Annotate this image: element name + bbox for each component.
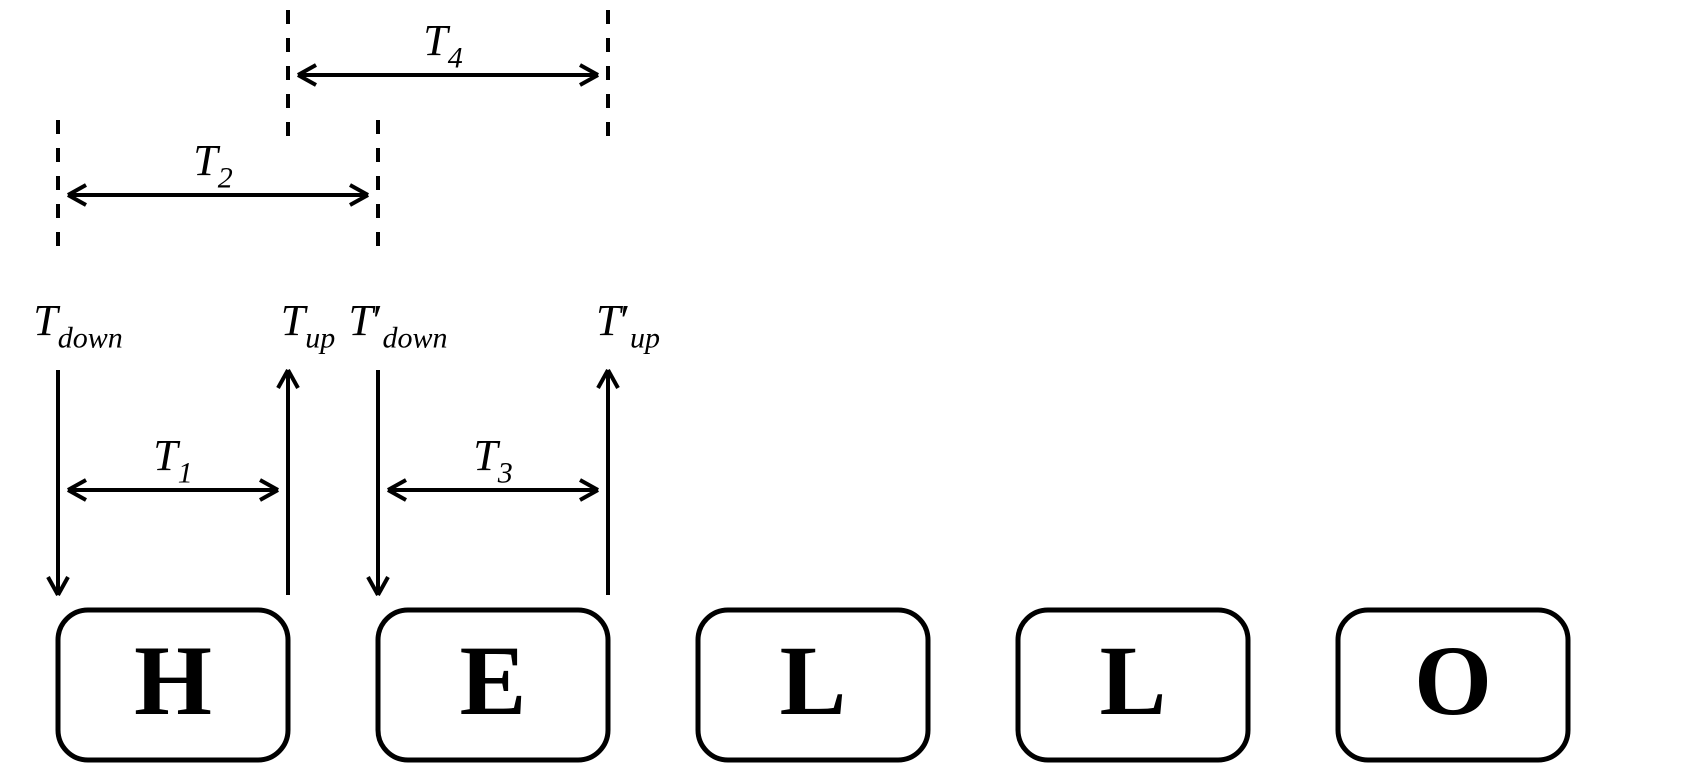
diagram-svg: HELLOTdownTupT′downT′upT1T3T2T4 xyxy=(0,0,1707,771)
key-H-letter: H xyxy=(134,625,212,736)
key-O-letter: O xyxy=(1414,625,1492,736)
key-L1-letter: L xyxy=(780,625,847,736)
keystroke-timing-diagram: HELLOTdownTupT′downT′upT1T3T2T4 xyxy=(0,0,1707,771)
key-L2-letter: L xyxy=(1100,625,1167,736)
key-E-letter: E xyxy=(460,625,527,736)
